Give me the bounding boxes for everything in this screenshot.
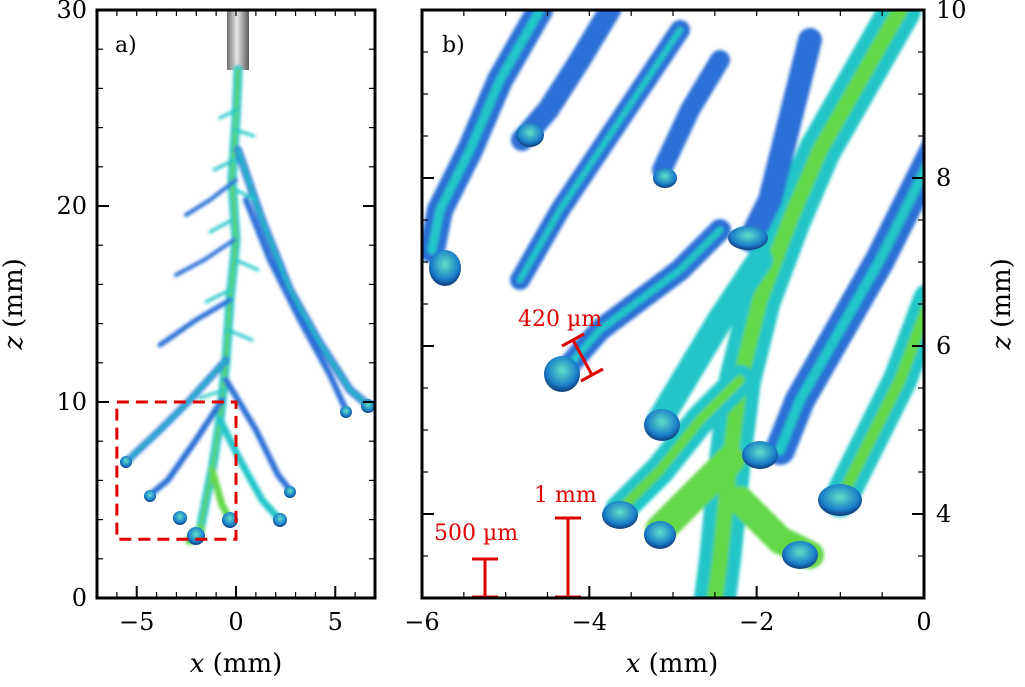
panel-a-image — [120, 10, 375, 545]
panel-a-y-tick-label: 10 — [56, 388, 87, 416]
scale-bar-500um: 500 µm — [434, 521, 518, 599]
scale-bars: 420 µm 500 µm 1 mm — [434, 307, 604, 599]
panel-b-y-tick-label: 6 — [936, 332, 951, 360]
panel-b-label: b) — [442, 33, 465, 58]
scale-bar-1mm: 1 mm — [534, 483, 597, 599]
scale-label-1mm: 1 mm — [534, 483, 597, 508]
panel-a-ticks: −5 0 5 0 10 20 30 — [56, 0, 376, 636]
panel-a-label: a) — [115, 33, 137, 58]
panel-b-y-tick-label: 10 — [936, 0, 967, 24]
panel-b-x-tick-label: −6 — [404, 608, 439, 636]
panel-b-x-tick-label: 0 — [916, 608, 931, 636]
panel-a-xlabel: x (mm) — [190, 649, 283, 679]
panel-b-image — [422, 10, 924, 598]
panel-b-ylabel: z (mm) — [987, 258, 1017, 351]
panel-a-y-tick-label: 0 — [72, 584, 87, 612]
panel-b-ticks: −6 −4 −2 0 4 6 8 10 — [404, 0, 966, 636]
panel-b-y-tick-label: 8 — [936, 164, 951, 192]
scale-label-420um: 420 µm — [518, 307, 602, 332]
panel-a: −5 0 5 0 10 20 30 a) x (mm) z (mm) — [0, 0, 377, 679]
scale-label-500um: 500 µm — [434, 521, 518, 546]
panel-a-y-tick-label: 30 — [56, 0, 87, 24]
panel-a-y-tick-label: 20 — [56, 192, 87, 220]
panel-b-x-tick-label: −4 — [572, 608, 607, 636]
panel-a-x-tick-label: 0 — [228, 608, 243, 636]
panel-b-xlabel: x (mm) — [626, 649, 719, 679]
panel-a-x-tick-label: −5 — [119, 608, 154, 636]
scale-bar-420um: 420 µm — [518, 307, 604, 383]
panel-a-ylabel: z (mm) — [0, 258, 29, 351]
needle-graphic — [227, 10, 249, 70]
streamer-tips-b — [429, 123, 862, 569]
zoom-region-box — [115, 400, 238, 541]
streamer-tree-a — [122, 65, 372, 545]
panel-b-x-tick-label: −2 — [739, 608, 774, 636]
panel-b-y-tick-label: 4 — [936, 500, 951, 528]
panel-b: 420 µm 500 µm 1 mm −6 −4 −2 0 4 6 8 10 b) x (mm… — [404, 0, 1017, 679]
panel-a-x-tick-label: 5 — [328, 608, 343, 636]
streamer-tree-b — [422, 10, 924, 598]
